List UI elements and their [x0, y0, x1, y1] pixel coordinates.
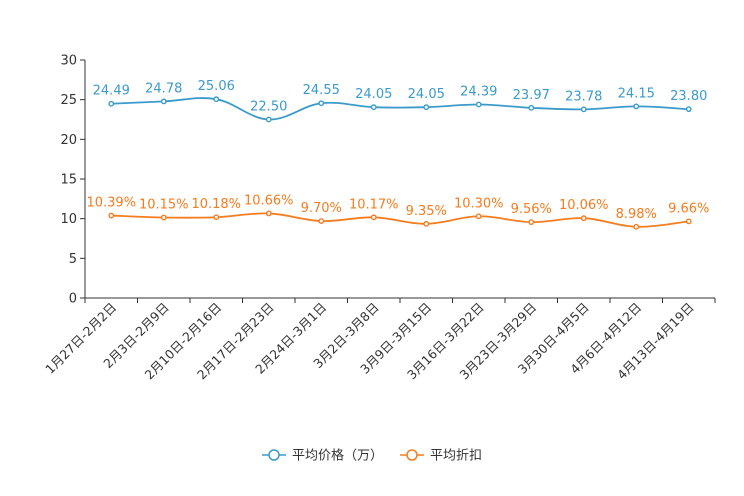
- y-tick-label: 10: [60, 212, 77, 227]
- data-label: 9.70%: [301, 201, 342, 216]
- data-point[interactable]: [475, 101, 482, 108]
- data-point[interactable]: [528, 219, 535, 226]
- data-point[interactable]: [108, 100, 115, 107]
- data-point[interactable]: [265, 116, 272, 123]
- data-point[interactable]: [475, 213, 482, 220]
- data-label: 24.39: [460, 85, 497, 100]
- legend-item-0[interactable]: 平均价格（万）: [262, 448, 383, 464]
- data-point[interactable]: [633, 223, 640, 230]
- legend-item-1[interactable]: 平均折扣: [400, 449, 482, 464]
- data-label: 24.15: [618, 86, 655, 101]
- data-label: 24.05: [355, 87, 392, 102]
- data-point[interactable]: [633, 103, 640, 110]
- y-tick-label: 0: [69, 292, 77, 307]
- data-label: 24.49: [93, 84, 130, 99]
- data-point[interactable]: [685, 106, 692, 113]
- data-point[interactable]: [580, 106, 587, 113]
- data-label: 22.50: [250, 100, 287, 115]
- legend-label: 平均价格（万）: [292, 448, 383, 464]
- legend-marker: [406, 449, 418, 461]
- y-tick-label: 25: [60, 93, 77, 108]
- data-point[interactable]: [580, 215, 587, 222]
- y-tick-label: 30: [60, 54, 77, 69]
- data-label: 10.18%: [191, 197, 241, 212]
- y-tick-label: 15: [60, 173, 77, 188]
- data-point[interactable]: [318, 100, 325, 107]
- data-label: 25.06: [198, 79, 235, 94]
- data-point[interactable]: [318, 218, 325, 224]
- series-line: [111, 212, 689, 228]
- data-label: 10.39%: [86, 196, 136, 211]
- data-label: 9.66%: [668, 201, 709, 216]
- data-label: 23.80: [670, 89, 707, 104]
- data-label: 9.56%: [511, 202, 552, 217]
- legend-label: 平均折扣: [430, 449, 482, 464]
- data-point[interactable]: [685, 218, 692, 225]
- data-label: 24.05: [408, 87, 445, 102]
- data-point[interactable]: [265, 210, 272, 217]
- data-point[interactable]: [370, 104, 377, 111]
- data-label: 10.66%: [244, 193, 294, 208]
- data-label: 24.78: [145, 81, 182, 96]
- series-0: 24.49 24.78 25.06 22.50 24.55 24.05 24.05 24.39…: [93, 79, 707, 123]
- data-label: 10.06%: [559, 198, 609, 213]
- data-point[interactable]: [213, 214, 220, 221]
- data-point[interactable]: [370, 214, 377, 221]
- data-label: 10.17%: [349, 197, 399, 212]
- series-1: 10.39% 10.15% 10.18% 10.66% 9.70% 10.17% 9.35%…: [86, 193, 709, 230]
- y-tick-label: 5: [69, 252, 77, 267]
- data-label: 10.30%: [454, 196, 504, 211]
- legend: 平均价格（万） 平均折扣: [262, 448, 482, 464]
- data-label: 24.55: [303, 83, 340, 98]
- data-label: 23.97: [513, 88, 550, 103]
- data-point[interactable]: [528, 104, 535, 111]
- data-label: 9.35%: [406, 204, 447, 219]
- legend-marker: [268, 449, 280, 461]
- y-tick-label: 20: [60, 133, 77, 148]
- data-point[interactable]: [160, 98, 167, 105]
- data-point[interactable]: [160, 214, 167, 221]
- series-line: [111, 97, 689, 121]
- data-point[interactable]: [423, 220, 430, 227]
- series-layer: 24.49 24.78 25.06 22.50 24.55 24.05 24.05 24.39…: [86, 79, 709, 230]
- data-point[interactable]: [108, 212, 115, 219]
- data-label: 8.98%: [616, 207, 657, 222]
- data-point[interactable]: [423, 104, 430, 111]
- data-point[interactable]: [213, 96, 220, 103]
- data-label: 10.15%: [139, 197, 189, 212]
- data-label: 23.78: [565, 89, 602, 104]
